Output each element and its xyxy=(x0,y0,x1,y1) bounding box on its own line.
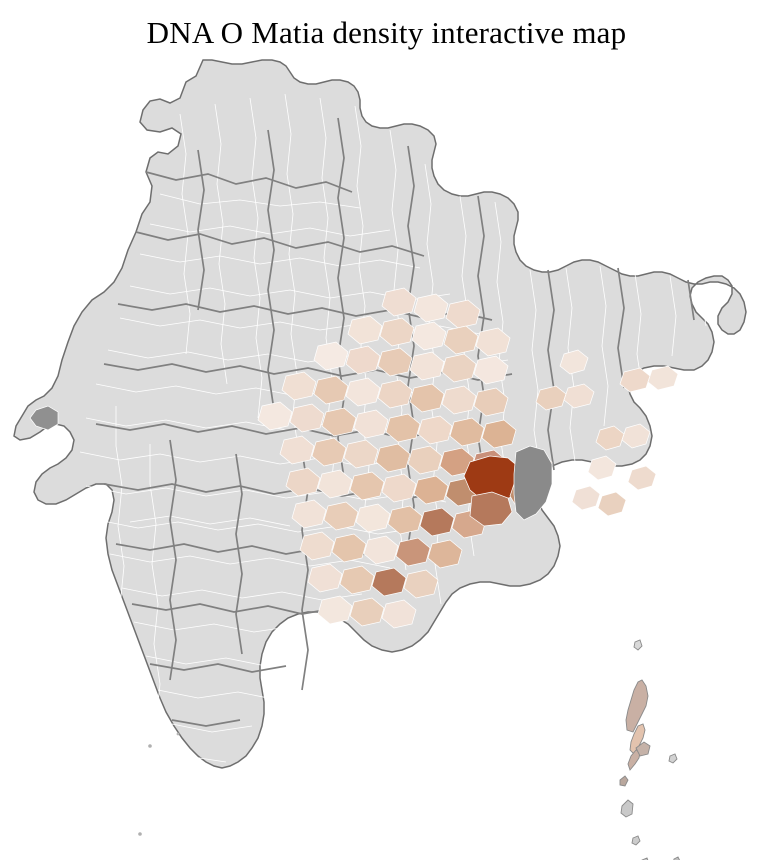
andaman-nicobar-islands[interactable] xyxy=(619,639,693,860)
lakshadweep-islands xyxy=(138,732,180,836)
shaded-medium xyxy=(280,436,506,628)
shaded-northeast xyxy=(536,350,678,516)
choropleth-map[interactable] xyxy=(0,54,773,860)
map-svg[interactable] xyxy=(0,54,773,860)
page-title: DNA O Matia density interactive map xyxy=(146,15,627,50)
india-landmass xyxy=(13,59,747,860)
missing-data-regions xyxy=(30,406,552,520)
shaded-light xyxy=(258,288,516,448)
